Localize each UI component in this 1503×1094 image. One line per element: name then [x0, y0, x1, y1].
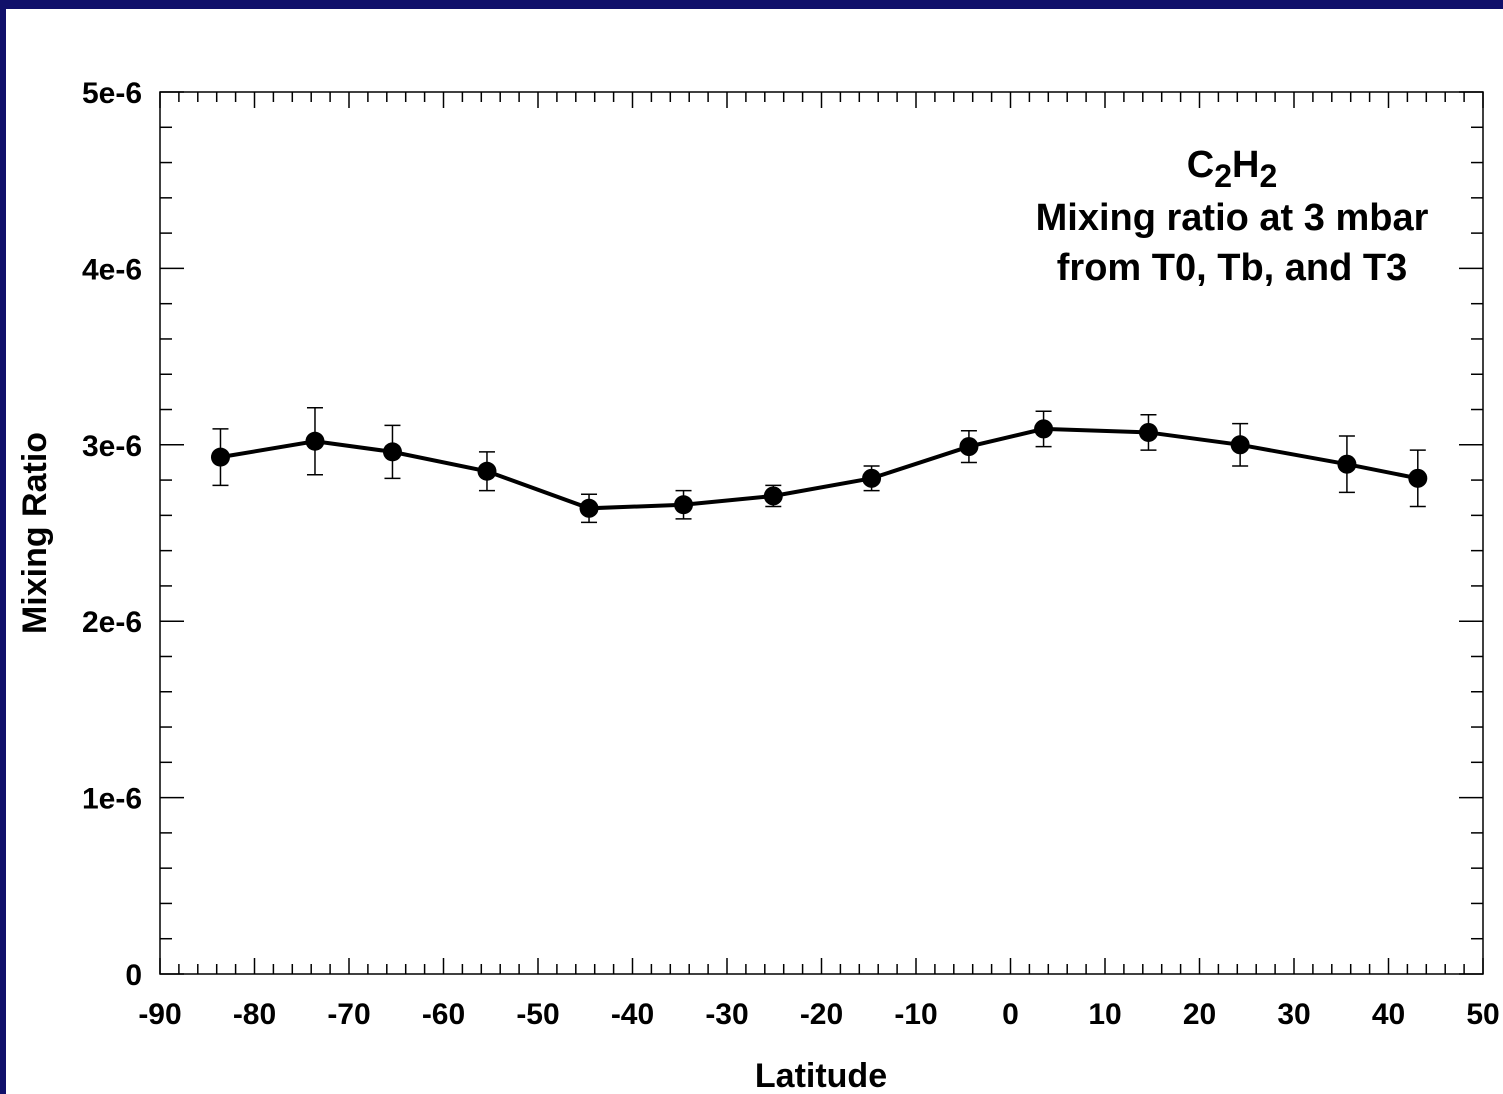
x-tick-label: -80	[233, 998, 276, 1031]
data-point	[382, 442, 402, 462]
data-point	[579, 498, 599, 518]
y-tick-label: 5e-6	[82, 77, 142, 110]
x-tick-label: 20	[1183, 998, 1216, 1031]
series-line	[220, 426, 1419, 511]
data-point	[1408, 468, 1428, 488]
x-tick-label: 50	[1466, 998, 1499, 1031]
x-tick-label: -60	[422, 998, 465, 1031]
x-tick-label: -20	[800, 998, 843, 1031]
y-tick-label: 1e-6	[82, 783, 142, 816]
data-point	[1138, 422, 1158, 442]
slide-border-left	[0, 0, 6, 1094]
y-tick-label: 3e-6	[82, 430, 142, 463]
data-point	[1034, 419, 1054, 439]
y-tick-label: 0	[125, 959, 142, 992]
data-points	[210, 419, 1428, 518]
data-point	[1230, 435, 1250, 455]
data-point	[305, 431, 325, 451]
y-tick-label: 2e-6	[82, 606, 142, 639]
plot-area	[159, 91, 1484, 975]
x-tick-label: 40	[1372, 998, 1405, 1031]
x-tick-labels: -90 -80 -70 -60 -50 -40 -30 -20 -10 0 10 20 30 40 50	[138, 998, 1499, 1031]
x-tick-label: 30	[1277, 998, 1310, 1031]
data-point	[674, 495, 694, 515]
annotation-line-2: from T0, Tb, and T3	[1057, 247, 1407, 289]
y-axis-title: Mixing Ratio	[16, 432, 54, 634]
data-point	[1337, 454, 1357, 474]
x-tick-label: -30	[705, 998, 748, 1031]
x-tick-label: -10	[894, 998, 937, 1031]
x-tick-label: -40	[611, 998, 654, 1031]
y-tick-labels: 0 1e-6 2e-6 3e-6 4e-6 5e-6	[82, 77, 142, 992]
x-tick-label: -70	[327, 998, 370, 1031]
slide-border-top	[0, 0, 1503, 9]
x-axis-title: Latitude	[755, 1057, 887, 1094]
data-point	[862, 468, 882, 488]
data-point	[210, 447, 230, 467]
annotation-line-1: Mixing ratio at 3 mbar	[1036, 197, 1429, 239]
y-tick-label: 4e-6	[82, 253, 142, 286]
error-bars	[212, 407, 1426, 524]
data-point	[959, 437, 979, 457]
x-tick-label: -90	[138, 998, 181, 1031]
x-tick-label: -50	[516, 998, 559, 1031]
x-tick-label: 0	[1002, 998, 1019, 1031]
x-tick-label: 10	[1088, 998, 1121, 1031]
data-point	[763, 486, 783, 506]
annotation-species: C2H2	[1187, 144, 1278, 194]
data-point	[477, 461, 497, 481]
